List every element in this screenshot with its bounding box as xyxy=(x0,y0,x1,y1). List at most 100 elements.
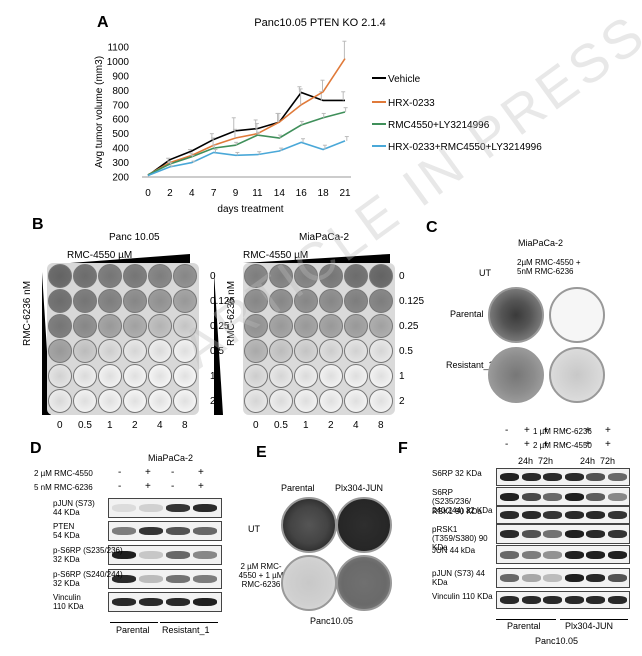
rmc6236-label-right: RMC-6236 nM xyxy=(226,280,237,346)
x-tick-label: 9 xyxy=(233,188,239,199)
blot-band xyxy=(521,596,541,604)
blot-f-6 xyxy=(496,591,630,609)
col-label-left: 8 xyxy=(182,420,188,431)
well-miapaca xyxy=(319,289,343,313)
well-miapaca xyxy=(319,389,343,413)
blot-f-name: JUN 44 kDa xyxy=(432,546,476,555)
well-panc1005 xyxy=(48,389,72,413)
blot-f-4 xyxy=(496,545,630,564)
legend-entry: RMC4550+LY3214996 xyxy=(388,120,490,131)
row-label-left: 0.25 xyxy=(210,321,230,332)
blot-band xyxy=(543,492,562,501)
blot-d-3 xyxy=(108,569,222,589)
col-label-left: 0 xyxy=(57,420,63,431)
panel-c-row1: Parental xyxy=(450,309,484,319)
blot-f-name: S6RP (S235/236/ 240/244) 32 KDa xyxy=(432,488,493,515)
well-panc1005 xyxy=(73,364,97,388)
well-miapaca xyxy=(344,264,368,288)
col-label-left: 4 xyxy=(157,420,163,431)
blot-band xyxy=(139,598,163,606)
series-line-vehicle xyxy=(147,91,345,177)
well-miapaca xyxy=(319,314,343,338)
well-panc1005 xyxy=(98,339,122,363)
rmc4550-wedge-left xyxy=(70,254,190,263)
x-tick-label: 11 xyxy=(252,188,263,199)
plate-panc1005 xyxy=(47,263,199,415)
blot-d-kda: 32 KDa xyxy=(53,579,80,588)
dish-parental-treated xyxy=(549,287,605,343)
panc1005-title: Panc 10.05 xyxy=(109,232,160,243)
well-miapaca xyxy=(319,339,343,363)
well-miapaca xyxy=(244,339,268,363)
x-tick-label: 4 xyxy=(189,188,195,199)
x-axis-label: days treatment xyxy=(217,204,283,215)
blot-band xyxy=(607,530,627,538)
f-sign-rmc4550: - xyxy=(505,439,509,450)
blot-f-1 xyxy=(496,487,630,506)
f-group2-label: Plx304-JUN xyxy=(565,621,614,631)
f-group1-line xyxy=(496,619,556,620)
blot-band xyxy=(586,511,605,519)
blot-band xyxy=(500,574,519,582)
blot-band xyxy=(564,511,584,519)
y-tick-label: 700 xyxy=(112,100,129,111)
blot-band xyxy=(543,550,562,559)
well-panc1005 xyxy=(98,389,122,413)
row-label-left: 0 xyxy=(210,271,216,282)
well-miapaca xyxy=(344,389,368,413)
well-panc1005 xyxy=(123,364,147,388)
well-miapaca xyxy=(344,339,368,363)
blot-band xyxy=(586,473,605,481)
panel-e-row2: 2 µM RMC-4550 + 1 µM RMC-6236 xyxy=(238,562,284,589)
well-panc1005 xyxy=(148,264,172,288)
f-sign-rmc6236: - xyxy=(565,425,569,436)
row-label-left: 2 xyxy=(210,396,216,407)
y-tick-label: 900 xyxy=(112,71,129,82)
blot-f-name: pJUN (S73) 44 KDa xyxy=(432,569,485,587)
panel-d-treat1: 2 µM RMC-4550 xyxy=(34,469,93,478)
blot-band xyxy=(112,527,136,535)
well-panc1005 xyxy=(48,314,72,338)
blot-d-name: Vinculin xyxy=(53,593,81,602)
legend-entry: Vehicle xyxy=(388,74,421,85)
x-tick-label: 21 xyxy=(339,188,351,199)
col-label-right: 2 xyxy=(328,420,334,431)
well-panc1005 xyxy=(173,389,197,413)
blot-band xyxy=(607,596,627,604)
blot-band xyxy=(139,527,163,535)
blot-band xyxy=(193,575,217,583)
well-miapaca xyxy=(269,364,293,388)
blot-band xyxy=(521,530,541,538)
panel-d-label: D xyxy=(30,440,42,457)
blot-d-name: p-S6RP (S240/244) xyxy=(53,570,123,579)
well-panc1005 xyxy=(173,289,197,313)
blot-band xyxy=(139,575,163,583)
rmc4550-label-left: RMC-4550 µM xyxy=(67,250,133,261)
d-sign-rmc6236: - xyxy=(118,481,122,492)
series-line-rmc4550-ly3214996 xyxy=(147,111,346,176)
col-label-right: 8 xyxy=(378,420,384,431)
blot-f-name: Vinculin 110 KDa xyxy=(432,592,493,601)
well-panc1005 xyxy=(123,389,147,413)
panel-e-label: E xyxy=(256,444,267,461)
well-miapaca xyxy=(344,364,368,388)
blot-band xyxy=(193,527,217,535)
blot-band xyxy=(564,530,584,538)
blot-band xyxy=(543,473,562,481)
blot-band xyxy=(500,492,519,501)
d-group1-label: Parental xyxy=(116,625,150,635)
col-label-left: 1 xyxy=(107,420,113,431)
well-panc1005 xyxy=(48,364,72,388)
blot-band xyxy=(193,504,217,512)
f-time-label: 24h xyxy=(518,456,534,466)
panel-e-row1: UT xyxy=(248,524,260,534)
f-sign-rmc4550: - xyxy=(565,439,569,450)
f-sign-rmc4550: + xyxy=(585,439,591,450)
blot-f-5 xyxy=(496,568,630,588)
panel-e-col2: Plx304-JUN xyxy=(335,483,384,493)
well-miapaca xyxy=(344,289,368,313)
panel-a-label: A xyxy=(97,14,109,31)
col-label-right: 0 xyxy=(253,420,259,431)
well-panc1005 xyxy=(98,364,122,388)
